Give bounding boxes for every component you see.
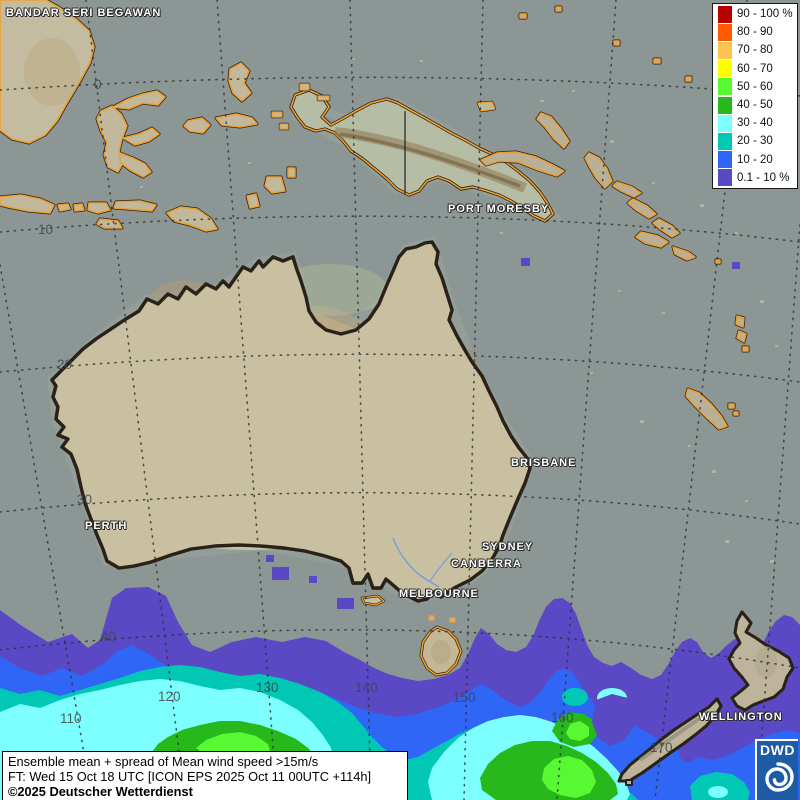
lon-label-130: 130 [256,680,279,695]
landmass-java-timor [0,193,219,233]
legend-row: 90 - 100 % [713,5,797,23]
parallel-30s [0,491,800,525]
legend-swatch [718,114,732,132]
legend-label: 90 - 100 % [737,8,793,21]
meridian-170e [654,0,748,800]
parallel-40s [0,628,800,669]
landmass-vanuatu-newcaledonia [684,314,750,431]
stewart-island [625,779,633,786]
meridian-180 [756,224,800,800]
meridian-120e [85,0,186,800]
parallel-10s [0,215,800,243]
lat-label-20: 20 [57,357,73,372]
legend-row: 80 - 90 [713,23,797,41]
legend-swatch [718,23,732,41]
landmasses [0,0,795,786]
city-label-port-moresby: PORT MORESBY [448,203,550,215]
dwd-logo: DWD [755,739,798,800]
lon-label-150: 150 [453,690,476,705]
lon-label-160: 160 [551,710,574,725]
reef-speckles [140,58,778,563]
legend-swatch [718,60,732,78]
info-line-copyright: ©2025 Deutscher Wetterdienst [8,784,193,799]
legend-label: 60 - 70 [737,62,773,75]
legend-row: 70 - 80 [713,41,797,59]
legend-swatch [718,5,732,23]
city-label-sydney: SYDNEY [482,541,534,553]
city-label-brisbane: BRISBANE [511,457,577,469]
landmass-borneo [0,0,96,145]
dwd-logo-text: DWD [760,742,795,758]
product-info-box: Ensemble mean + spread of Mean wind spee… [2,751,408,800]
legend-label: 10 - 20 [737,153,773,166]
legend-swatch [718,78,732,96]
lon-label-170: 170 [650,740,673,755]
legend-row: 40 - 50 [713,96,797,114]
legend-row: 30 - 40 [713,114,797,132]
legend-label: 80 - 90 [737,26,773,39]
legend-row: 50 - 60 [713,78,797,96]
lat-label-10: 10 [38,222,54,237]
legend-label: 20 - 30 [737,135,773,148]
lat-label-30: 30 [77,492,93,507]
city-label-wellington: WELLINGTON [699,711,783,723]
legend-label: 50 - 60 [737,80,773,93]
landmass-sulawesi-moluccas [95,61,297,210]
legend-row: 0.1 - 10 % [713,169,797,187]
legend-label: 40 - 50 [737,99,773,112]
lon-label-110: 110 [60,711,82,726]
legend-label: 70 - 80 [737,44,773,57]
legend-swatch [718,132,732,150]
legend-label: 30 - 40 [737,117,773,130]
lon-label-120: 120 [158,689,181,704]
murray-river [392,537,440,588]
legend-label: 0.1 - 10 % [737,171,790,184]
lon-label-140: 140 [355,680,378,695]
lat-label-40: 40 [101,629,117,644]
legend-row: 60 - 70 [713,60,797,78]
city-label-melbourne: MELBOURNE [399,588,479,600]
lat-label-0: 0 [94,77,102,92]
landmass-bismarck-solomons [479,5,722,265]
dwd-spiral-icon [764,762,794,792]
legend-row: 10 - 20 [713,151,797,169]
darling-river [429,552,453,582]
city-label-canberra: CANBERRA [451,558,522,570]
landmass-tasmania [419,615,463,677]
city-label-perth: PERTH [85,520,128,532]
info-line-forecast-time: FT: Wed 15 Oct 18 UTC [ICON EPS 2025 Oct… [8,769,372,784]
parallel-0 [0,76,800,97]
legend-swatch [718,169,732,187]
landmass-australia [50,240,532,607]
legend-row: 20 - 30 [713,132,797,150]
legend-swatch [718,151,732,169]
legend-swatch [718,96,732,114]
probability-legend: 90 - 100 % 80 - 90 70 - 80 60 - 70 50 - … [712,3,798,189]
city-label-bandar-seri-begawan: BANDAR SERI BEGAWAN [6,7,162,19]
parallel-20s [0,353,800,383]
info-line-product: Ensemble mean + spread of Mean wind spee… [8,754,319,769]
legend-swatch [718,41,732,59]
